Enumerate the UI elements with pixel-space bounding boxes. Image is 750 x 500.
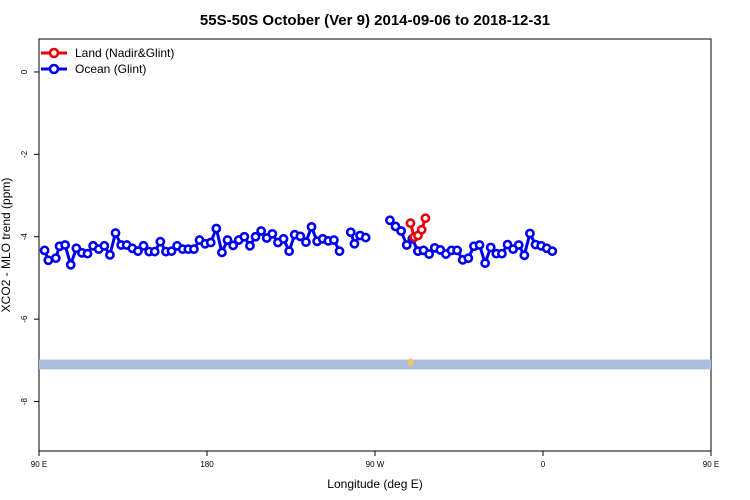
ocean-point bbox=[360, 232, 371, 243]
ocean-point bbox=[149, 246, 160, 257]
ocean-point bbox=[239, 231, 250, 242]
ocean-point bbox=[39, 245, 50, 256]
legend-ocean-label: Ocean (Glint) bbox=[75, 62, 146, 76]
ocean-point bbox=[256, 226, 267, 236]
x-tick-label: 0 bbox=[541, 460, 546, 469]
ocean-point bbox=[211, 223, 222, 234]
x-tick-label: 90 E bbox=[31, 460, 47, 469]
ocean-point bbox=[480, 258, 491, 269]
chart-title: 55S-50S October (Ver 9) 2014-09-06 to 20… bbox=[200, 12, 550, 29]
x-tick-label: 180 bbox=[200, 460, 214, 469]
y-tick-label: -2 bbox=[20, 150, 29, 158]
land-series bbox=[405, 213, 431, 243]
x-axis: 90 E 180 90 W 0 90 E bbox=[31, 451, 719, 469]
land-mask-mark bbox=[407, 358, 414, 367]
land-point bbox=[416, 224, 427, 235]
ocean-point bbox=[385, 215, 395, 226]
ocean-point bbox=[401, 240, 412, 250]
ocean-point bbox=[222, 235, 233, 245]
ocean-point bbox=[295, 231, 306, 242]
ocean-point bbox=[65, 259, 76, 270]
ocean-point bbox=[284, 246, 295, 257]
ocean-point bbox=[519, 250, 530, 261]
band-layer bbox=[39, 358, 711, 370]
ocean-point bbox=[396, 226, 407, 236]
land-point bbox=[405, 218, 416, 229]
ocean-point bbox=[133, 246, 143, 257]
ocean-point bbox=[485, 242, 496, 253]
y-tick-label: 0 bbox=[20, 69, 29, 74]
ocean-point bbox=[345, 227, 356, 238]
ocean-point bbox=[547, 246, 558, 257]
y-tick-label: -4 bbox=[20, 233, 29, 241]
ocean-point bbox=[43, 255, 54, 266]
ocean-point bbox=[138, 240, 149, 251]
land-mask-band bbox=[39, 359, 711, 370]
ocean-point bbox=[525, 228, 535, 239]
land-point bbox=[420, 213, 431, 224]
ocean-point bbox=[50, 253, 61, 264]
ocean-point bbox=[497, 248, 507, 259]
ocean-point bbox=[155, 236, 166, 247]
legend-ocean-marker bbox=[48, 63, 60, 75]
ocean-point bbox=[267, 228, 278, 239]
x-tick-label: 90 W bbox=[366, 460, 385, 469]
ocean-point bbox=[205, 237, 216, 248]
legend-land-marker bbox=[48, 47, 60, 59]
legend-land-label: Land (Nadir&Glint) bbox=[75, 46, 174, 60]
ocean-point bbox=[60, 240, 71, 250]
x-axis-label: Longitude (deg E) bbox=[327, 477, 422, 491]
y-axis-label: XCO2 - MLO trend (ppm) bbox=[0, 178, 13, 313]
ocean-point bbox=[82, 248, 93, 259]
ocean-point bbox=[306, 221, 317, 232]
ocean-point bbox=[105, 249, 115, 260]
ocean-point bbox=[349, 238, 360, 249]
ocean-point bbox=[474, 240, 485, 250]
y-tick-label: -6 bbox=[20, 315, 29, 323]
ocean-point bbox=[278, 233, 289, 244]
ocean-point bbox=[166, 246, 177, 257]
y-tick-label: -8 bbox=[20, 397, 29, 405]
ocean-point bbox=[463, 253, 474, 264]
legend: Land (Nadir&Glint) Ocean (Glint) bbox=[41, 46, 174, 76]
ocean-point bbox=[99, 240, 110, 251]
ocean-point bbox=[301, 237, 311, 248]
ocean-point bbox=[245, 240, 255, 251]
ocean-point bbox=[228, 240, 239, 251]
ocean-series bbox=[39, 215, 558, 270]
ocean-point bbox=[110, 228, 121, 238]
ocean-point bbox=[189, 244, 199, 255]
ocean-point bbox=[250, 231, 261, 242]
ocean-point bbox=[452, 245, 463, 256]
ocean-point bbox=[513, 240, 524, 250]
ocean-point bbox=[334, 246, 345, 257]
ocean-point bbox=[217, 247, 227, 258]
x-tick-label: 90 E bbox=[703, 460, 719, 469]
y-axis: 0 -2 -4 -6 -8 bbox=[20, 69, 39, 405]
ocean-point bbox=[424, 249, 435, 259]
ocean-point bbox=[329, 235, 339, 245]
series-layer bbox=[39, 213, 558, 270]
